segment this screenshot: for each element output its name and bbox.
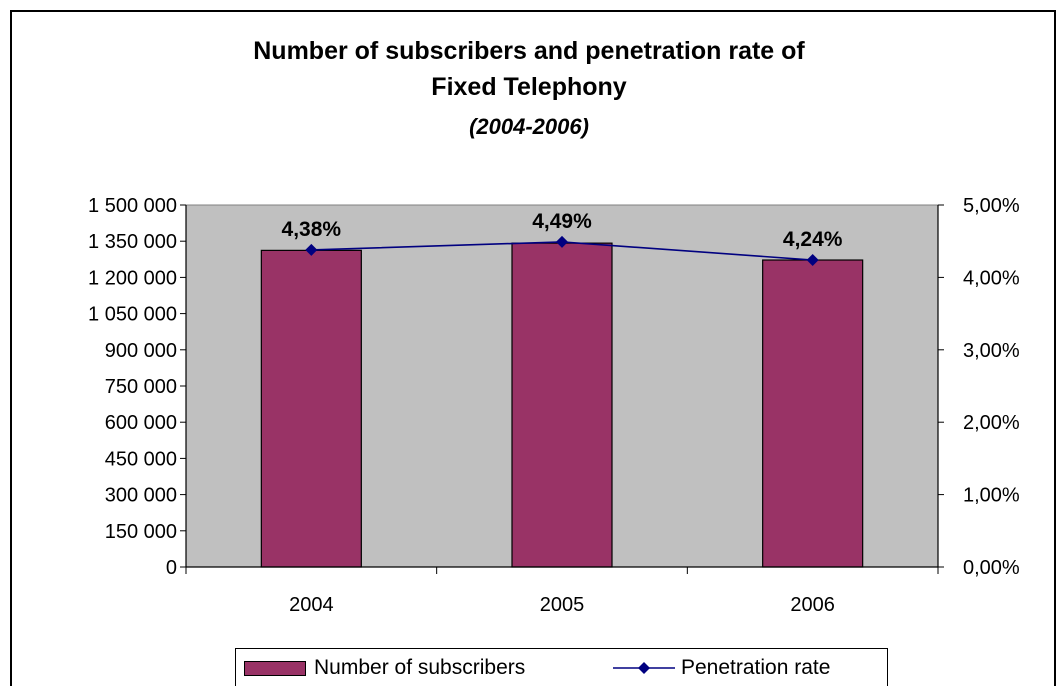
legend-item-subscribers: Number of subscribers bbox=[244, 653, 525, 683]
y-left-tick-label: 1 050 000 bbox=[88, 304, 177, 326]
legend-swatch-bar bbox=[244, 660, 306, 676]
bar-2004 bbox=[260, 249, 362, 568]
legend-label-subscribers: Number of subscribers bbox=[314, 656, 526, 679]
y-left-tick-label: 450 000 bbox=[105, 448, 177, 470]
y-left-tick-label: 150 000 bbox=[105, 521, 177, 543]
y-left-tick-label: 0 bbox=[166, 557, 177, 579]
y-left-tick-label: 900 000 bbox=[105, 340, 177, 362]
y-left-tick-label: 1 350 000 bbox=[88, 231, 177, 253]
penetration-marker-2005 bbox=[556, 235, 568, 248]
data-label-2004: 4,38% bbox=[282, 218, 342, 241]
legend-item-penetration: Penetration rate bbox=[613, 653, 830, 683]
y-left-tick-label: 300 000 bbox=[105, 485, 177, 507]
bar-2005 bbox=[511, 242, 613, 568]
y-left-tick-label: 1 200 000 bbox=[88, 267, 177, 289]
data-label-2006: 4,24% bbox=[783, 228, 843, 251]
penetration-marker-2004 bbox=[305, 243, 318, 256]
data-label-2005: 4,49% bbox=[532, 210, 592, 233]
y-right-tick-label: 4,00% bbox=[963, 267, 1020, 289]
chart-title-line-1: Number of subscribers and penetration ra… bbox=[253, 37, 805, 65]
y-right-tick-label: 1,00% bbox=[963, 485, 1020, 507]
legend-swatch-line bbox=[613, 662, 675, 674]
y-left-tick-label: 750 000 bbox=[105, 376, 177, 398]
y-left-tick-label: 600 000 bbox=[105, 412, 177, 434]
bar-2006 bbox=[762, 259, 864, 568]
y-right-tick-label: 5,00% bbox=[963, 195, 1020, 217]
chart-subtitle: (2004-2006) bbox=[469, 114, 589, 139]
x-tick-label: 2004 bbox=[289, 594, 334, 616]
y-right-tick-label: 3,00% bbox=[963, 340, 1020, 362]
y-left-tick-label: 1 500 000 bbox=[88, 195, 177, 217]
x-tick-label: 2006 bbox=[790, 594, 835, 616]
y-right-tick-label: 2,00% bbox=[963, 412, 1020, 434]
penetration-marker-2006 bbox=[806, 254, 819, 267]
y-right-tick-label: 0,00% bbox=[963, 557, 1020, 579]
x-tick-label: 2005 bbox=[540, 594, 585, 616]
chart-legend: Number of subscribers Penetration rate bbox=[235, 648, 888, 686]
chart-title-line-2: Fixed Telephony bbox=[431, 73, 627, 101]
legend-label-penetration: Penetration rate bbox=[681, 656, 831, 679]
